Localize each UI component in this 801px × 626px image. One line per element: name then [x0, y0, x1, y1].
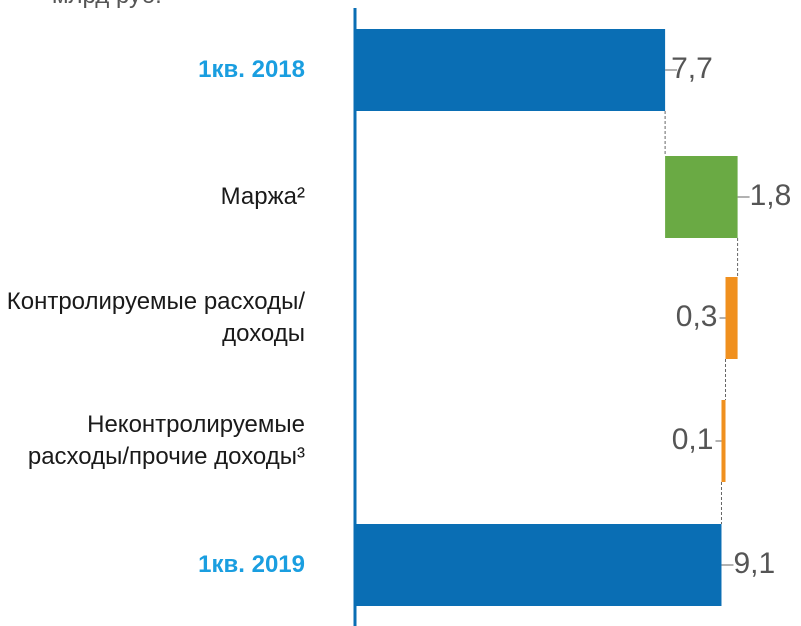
category-label: Неконтролируемые расходы/прочие доходы³ [27, 411, 305, 470]
bar [355, 524, 722, 606]
value-label: 0,1 [672, 423, 714, 456]
bar [665, 156, 738, 238]
category-label: 1кв. 2019 [198, 551, 305, 578]
category-label: Маржа² [220, 183, 305, 210]
value-label: 7,7 [671, 52, 713, 85]
category-label: Контролируемые расходы/доходы [6, 288, 305, 347]
subtitle: млрд руб. [52, 0, 162, 10]
bar [725, 277, 738, 359]
bar [721, 400, 726, 482]
category-label: 1кв. 2018 [198, 56, 305, 83]
value-label: 9,1 [733, 547, 775, 580]
bar [355, 29, 666, 111]
value-label: 1,8 [750, 179, 792, 212]
value-label: 0,3 [676, 300, 718, 333]
